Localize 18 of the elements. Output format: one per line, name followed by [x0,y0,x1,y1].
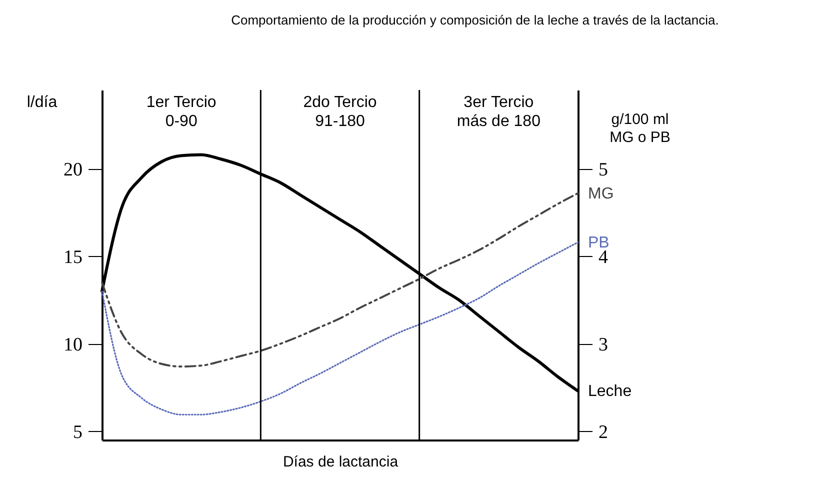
annotation: 1er Tercio 0-90 [146,94,216,130]
y2-tick-label: 5 [598,159,608,180]
y2-tick-label: 3 [598,334,608,356]
y-axis-title: l/día [26,94,58,111]
line-series [101,192,579,368]
y-tick-label: 15 [64,246,82,268]
y-tick-label: 5 [73,422,82,443]
annotation: 3er Tercio más de 180 [456,94,541,130]
series-label: MG [588,185,614,202]
series-label: Leche [588,383,632,400]
chart-title: Comportamiento de la producción y composición de la leche a través de la lactancia. [231,12,719,28]
y2-axis-title: g/100 ml MG o PB [610,111,670,146]
line-series [101,241,579,416]
y-tick-label: 20 [64,159,82,180]
annotation: 2do Tercio 91-180 [303,94,377,130]
x-axis-title: Días de lactancia [282,454,399,470]
y-tick-label: 10 [64,334,82,356]
y2-tick-label: 2 [598,422,608,443]
